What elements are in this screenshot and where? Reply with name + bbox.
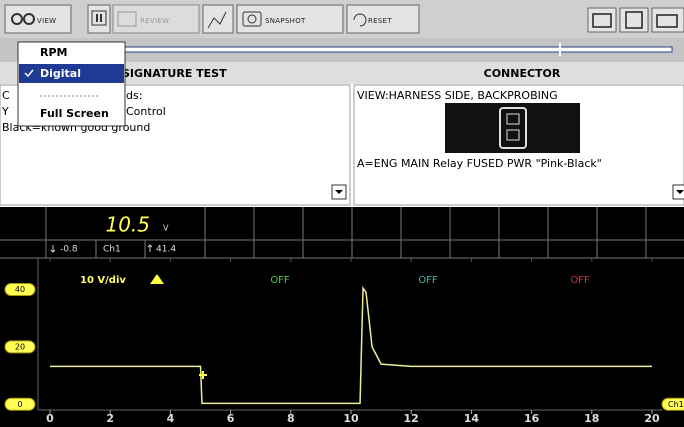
panel-text: ds: (126, 89, 142, 102)
readout-min: -0.8 (60, 245, 78, 255)
readout-channel: Ch1 (103, 245, 121, 255)
review-label: REVIEW (140, 17, 169, 25)
pause-button[interactable] (88, 5, 110, 33)
reset-button[interactable]: RESET (347, 5, 419, 33)
x-tick-label: 18 (584, 412, 599, 425)
y-tick-label: 40 (15, 285, 25, 294)
channel-tag-label: Ch1 (668, 400, 684, 409)
x-tick-label: 16 (524, 412, 540, 425)
scroll-button[interactable] (332, 185, 346, 199)
chart-button[interactable] (203, 5, 233, 33)
readout-value: 10.5 (105, 213, 150, 237)
y-tick-label: 20 (15, 342, 25, 351)
snapshot-label: SNAPSHOT (265, 17, 306, 25)
timeline-cursor[interactable] (559, 43, 561, 56)
status: OFF (418, 275, 438, 286)
view-menu: RPM Digital Full Screen (18, 42, 125, 126)
x-tick-label: 12 (404, 412, 419, 425)
readout-max: 41.4 (156, 245, 176, 255)
x-tick-label: 6 (227, 412, 235, 425)
connector-image (445, 103, 580, 153)
screen: VIEW REVIEW SNAPSHOT RESET SIGNATURE TES… (0, 0, 684, 427)
reset-label: RESET (368, 17, 392, 25)
x-tick-label: 2 (106, 412, 114, 425)
view-button[interactable]: VIEW (5, 5, 71, 33)
menu-item[interactable]: Digital (40, 67, 81, 80)
view-label: VIEW (37, 17, 56, 25)
panel-text: A=ENG MAIN Relay FUSED PWR "Pink-Black" (357, 157, 602, 170)
snapshot-button[interactable]: SNAPSHOT (237, 5, 343, 33)
scroll-button[interactable] (673, 185, 684, 199)
status: OFF (270, 275, 290, 286)
menu-item[interactable]: Full Screen (40, 107, 109, 120)
x-tick-label: 14 (464, 412, 480, 425)
left-header: SIGNATURE TEST (122, 67, 227, 80)
panel-text: Control (126, 105, 166, 118)
panel-text: Y (1, 105, 9, 118)
print-button[interactable] (620, 8, 648, 32)
y-tick-label: 0 (17, 400, 22, 409)
page: VIEW REVIEW SNAPSHOT RESET SIGNATURE TES… (0, 0, 684, 427)
tools-button[interactable] (652, 8, 684, 32)
x-tick-label: 10 (343, 412, 359, 425)
timeline-bar[interactable] (122, 47, 672, 52)
x-tick-label: 4 (167, 412, 175, 425)
panel-text: VIEW:HARNESS SIDE, BACKPROBING (357, 89, 558, 102)
menu-item[interactable]: RPM (40, 46, 67, 59)
status: OFF (570, 275, 590, 286)
x-tick-label: 0 (46, 412, 54, 425)
x-tick-label: 8 (287, 412, 295, 425)
scale-label: 10 V/div (80, 275, 126, 286)
right-header: CONNECTOR (484, 67, 561, 80)
folder-button[interactable] (588, 8, 616, 32)
review-button[interactable]: REVIEW (113, 5, 199, 33)
panel-text: C (2, 89, 10, 102)
x-tick-label: 20 (644, 412, 660, 425)
readout-unit: V (163, 224, 169, 233)
